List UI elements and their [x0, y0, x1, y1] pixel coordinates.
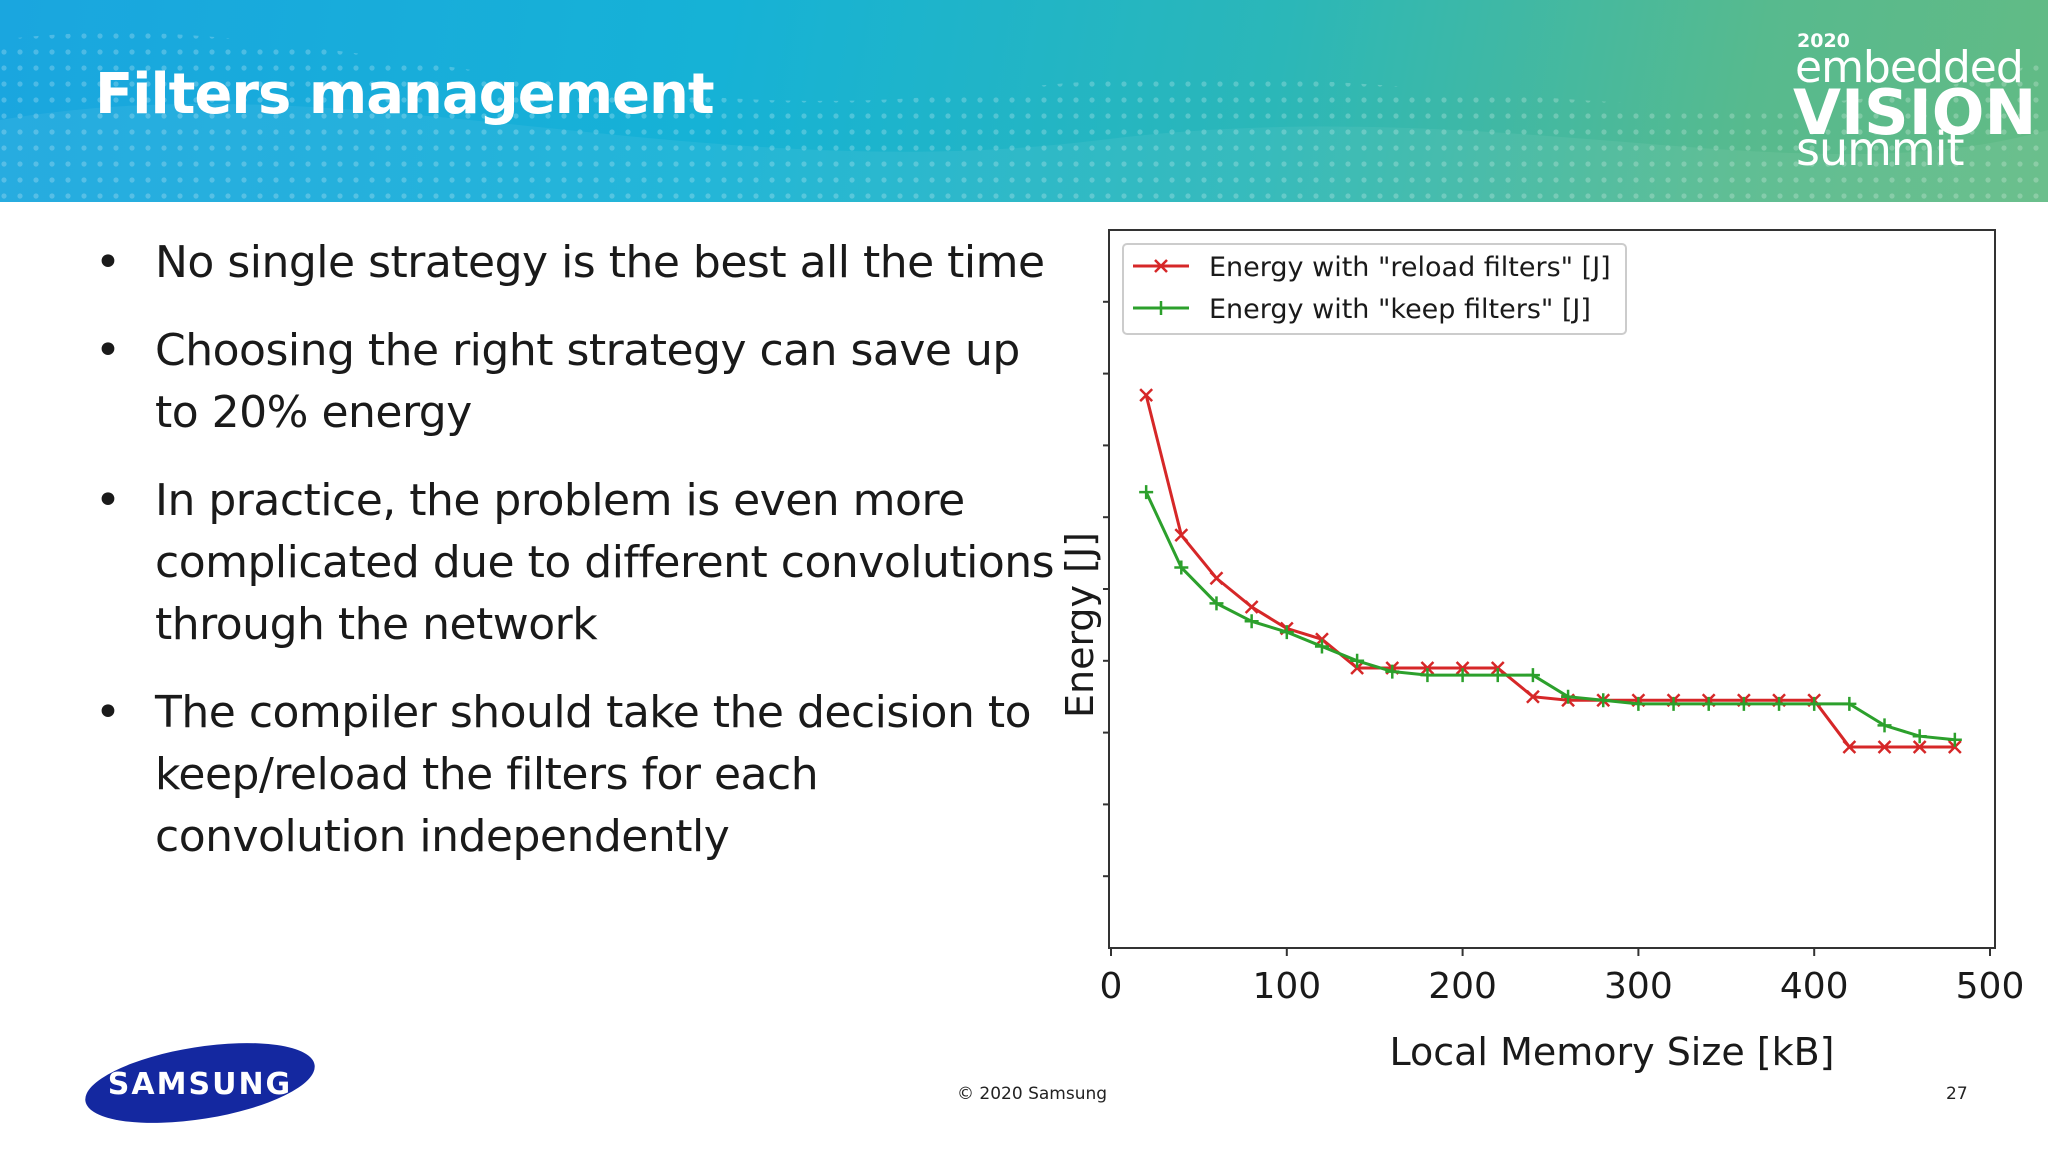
- plot-area-frame: [1108, 229, 1996, 949]
- bullet-list: • No single strategy is the best all the …: [95, 232, 1055, 894]
- slide-title: Filters management: [95, 62, 715, 127]
- data-point-reload: [1420, 661, 1435, 675]
- data-point-reload: [1174, 528, 1189, 543]
- data-point-reload: [1877, 740, 1892, 754]
- data-point-keep: [1807, 696, 1822, 711]
- data-point-keep: [1525, 668, 1540, 683]
- series-lines: [1139, 388, 1962, 754]
- x-tick-label: 0: [1100, 966, 1123, 1007]
- logo-line-summit: summit: [1796, 122, 1965, 176]
- data-point-keep: [1420, 668, 1435, 683]
- embedded-vision-summit-logo: 2020 embedded VISION summit: [1790, 30, 2036, 176]
- bullet-dot-icon: •: [95, 687, 121, 738]
- data-point-keep: [1490, 668, 1505, 683]
- y-axis-ticks: [1103, 300, 1109, 878]
- data-point-reload: [1526, 689, 1540, 704]
- data-point-keep: [1877, 718, 1892, 733]
- bullet-text: In practice, the problem is even more co…: [155, 475, 1055, 650]
- logo-year: 2020: [1797, 30, 1850, 52]
- data-point-keep: [1736, 696, 1751, 711]
- data-point-keep: [1631, 696, 1646, 711]
- legend-box: [1122, 243, 1627, 335]
- samsung-logo-ellipse: [85, 1043, 315, 1123]
- x-axis-ticks: 0 100 200 300 400 500: [1100, 948, 2025, 1007]
- banner-wave-pattern: [0, 32, 2048, 202]
- data-point-keep: [1912, 729, 1927, 744]
- data-point-reload: [1139, 388, 1154, 403]
- data-point-keep: [1279, 625, 1294, 640]
- legend-marker-plus-icon: [1154, 301, 1168, 315]
- data-point-keep: [1455, 668, 1470, 683]
- series-line-reload: [1144, 394, 1955, 749]
- data-point-keep: [1561, 689, 1576, 704]
- data-point-keep: [1350, 653, 1365, 668]
- x-tick-label: 400: [1780, 966, 1849, 1007]
- bullet-dot-icon: •: [95, 237, 121, 288]
- bullet-item: • Choosing the right strategy can save up…: [95, 320, 1055, 444]
- data-point-keep: [1244, 614, 1259, 629]
- logo-line-vision: VISION: [1793, 76, 2037, 149]
- bullet-dot-icon: •: [95, 325, 121, 376]
- bullet-item: • In practice, the problem is even more c…: [95, 470, 1055, 656]
- data-point-keep: [1666, 696, 1681, 711]
- data-point-reload: [1244, 600, 1259, 614]
- bullet-dot-icon: •: [95, 475, 121, 526]
- legend-marker-x-icon: [1154, 259, 1168, 273]
- data-point-reload: [1350, 661, 1365, 675]
- bullet-item: • No single strategy is the best all the …: [95, 232, 1055, 294]
- bullet-text: The compiler should take the decision to…: [155, 687, 1031, 862]
- data-point-reload: [1947, 740, 1962, 754]
- data-point-keep: [1772, 696, 1787, 711]
- bullet-item: • The compiler should take the decision t…: [95, 682, 1055, 868]
- y-axis-label: Energy [J]: [1058, 532, 1102, 718]
- legend-label-reload: Energy with "reload filters" [J]: [1209, 252, 1611, 283]
- data-point-keep: [1209, 596, 1224, 611]
- header-banner: [0, 0, 2048, 202]
- logo-line-embedded: embedded: [1795, 42, 2024, 93]
- samsung-logo-text: SAMSUNG: [108, 1067, 292, 1102]
- data-point-reload: [1842, 740, 1857, 754]
- data-point-reload: [1490, 661, 1505, 675]
- data-point-keep: [1842, 696, 1857, 711]
- data-point-keep: [1385, 664, 1400, 679]
- x-tick-label: 200: [1428, 966, 1497, 1007]
- data-point-keep: [1314, 639, 1329, 654]
- data-point-keep: [1139, 485, 1154, 500]
- data-point-reload: [1209, 571, 1224, 586]
- data-point-keep: [1947, 732, 1962, 747]
- copyright-text: © 2020 Samsung: [957, 1084, 1108, 1104]
- x-tick-label: 300: [1604, 966, 1673, 1007]
- bullet-text: No single strategy is the best all the t…: [155, 237, 1045, 288]
- x-tick-label: 500: [1956, 966, 2025, 1007]
- x-axis-label: Local Memory Size [kB]: [1390, 1030, 1835, 1074]
- page-number: 27: [1946, 1084, 1968, 1104]
- legend-label-keep: Energy with "keep filters" [J]: [1209, 294, 1591, 325]
- data-point-reload: [1455, 661, 1470, 675]
- bullet-text: Choosing the right strategy can save up …: [155, 325, 1020, 438]
- data-point-keep: [1174, 560, 1189, 575]
- data-point-keep: [1596, 693, 1611, 708]
- x-tick-label: 100: [1252, 966, 1321, 1007]
- chart-legend: Energy with "reload filters" [J] Energy …: [1122, 243, 1627, 335]
- samsung-logo: SAMSUNG: [85, 1043, 315, 1123]
- data-point-keep: [1701, 696, 1716, 711]
- data-point-reload: [1912, 740, 1927, 754]
